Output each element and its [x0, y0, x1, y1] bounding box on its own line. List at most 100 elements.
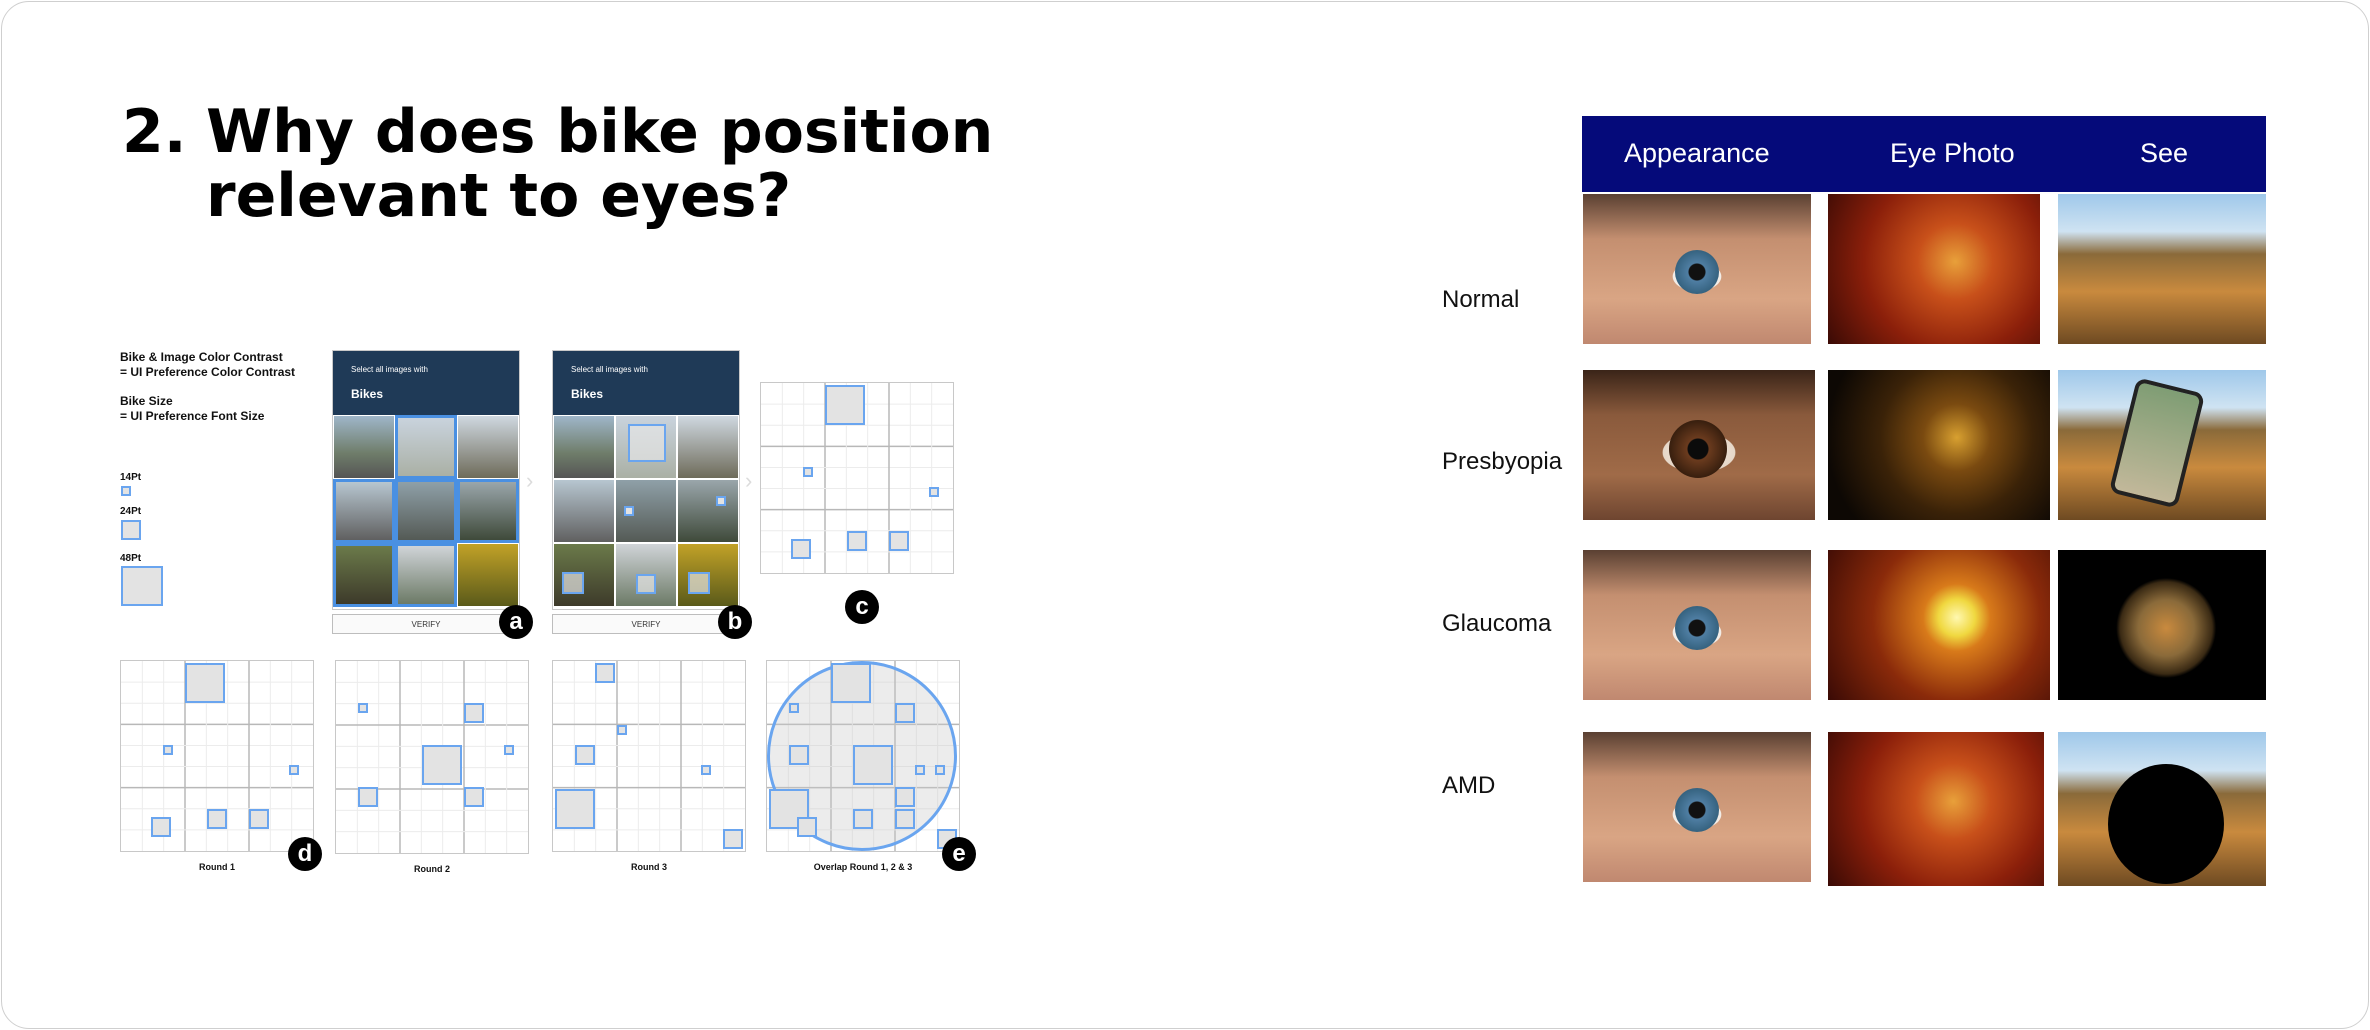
badge-a: a [499, 605, 533, 639]
captcha-tile[interactable] [615, 479, 677, 543]
bike-position-marker [789, 703, 799, 713]
arrow-right-icon: › [526, 468, 534, 493]
glaucoma-eye-appearance-image [1583, 550, 1811, 700]
captcha-tile[interactable] [395, 415, 457, 479]
glaucoma-fundus-image [1828, 550, 2050, 700]
amd-eye-appearance-image [1583, 732, 1811, 882]
title-line-2: relevant to eyes? [206, 161, 792, 231]
bike-position-marker [358, 787, 378, 807]
bike-position-marker [847, 531, 867, 551]
bike-position-marker [825, 385, 865, 425]
round-3-label: Round 3 [631, 862, 667, 872]
bike-position-marker [797, 817, 817, 837]
captcha-tile[interactable] [395, 479, 457, 543]
eye-table-header: Appearance Eye Photo See [1582, 116, 2266, 192]
amd-fundus-image [1828, 732, 2044, 886]
row-label-glaucoma: Glaucoma [1442, 610, 1552, 637]
iris-graphic [1675, 788, 1719, 832]
normal-eye-appearance-image [1583, 194, 1811, 344]
bike-position-marker [151, 817, 171, 837]
bike-position-marker [929, 487, 939, 497]
verify-button-b[interactable]: VERIFY [552, 614, 740, 634]
bike-position-marker [895, 703, 915, 723]
captcha-tile[interactable] [677, 415, 739, 479]
captcha-tile[interactable] [457, 479, 519, 543]
captcha-tile[interactable] [615, 543, 677, 607]
bike-grid-round-3 [552, 660, 746, 852]
badge-e: e [942, 837, 976, 871]
captcha-tile[interactable] [677, 543, 739, 607]
row-label-normal: Normal [1442, 286, 1520, 313]
bike-position-marker [895, 787, 915, 807]
captcha-tile[interactable] [333, 415, 395, 479]
bike-position-marker [358, 703, 368, 713]
bike-position-marker [853, 809, 873, 829]
presbyopia-eye-appearance-image [1583, 370, 1815, 520]
bike-grid-overlap [766, 660, 960, 852]
badge-b: b [718, 605, 752, 639]
size-square-48 [121, 566, 163, 606]
captcha-panel-a: Select all images with Bikes [332, 350, 520, 610]
col-see: See [2140, 138, 2189, 168]
phone-graphic [2108, 377, 2206, 509]
amd-vision-image [2058, 732, 2266, 886]
central-blind-spot-graphic [2108, 764, 2224, 884]
captcha-tile[interactable] [457, 543, 519, 607]
bike-position-marker [889, 531, 909, 551]
arrow-right-icon: › [745, 468, 753, 493]
captcha-tile[interactable] [553, 415, 615, 479]
legend-line-1: Bike & Image Color Contrast [120, 350, 283, 364]
title-number: 2. [122, 97, 187, 167]
bike-position-marker [636, 574, 656, 594]
captcha-header-a: Select all images with Bikes [333, 351, 519, 415]
bike-position-marker [163, 745, 173, 755]
captcha-object-b: Bikes [571, 387, 604, 401]
iris-graphic [1669, 420, 1727, 478]
legend-line-4: = UI Preference Font Size [120, 409, 265, 423]
bike-position-marker [464, 703, 484, 723]
iris-graphic [1675, 250, 1719, 294]
bike-position-marker [935, 765, 945, 775]
captcha-tile[interactable] [553, 479, 615, 543]
bike-position-marker [803, 467, 813, 477]
captcha-tile[interactable] [553, 543, 615, 607]
captcha-tile[interactable] [333, 479, 395, 543]
bike-position-marker [701, 765, 711, 775]
captcha-tile[interactable] [395, 543, 457, 607]
title-line-1: Why does bike position [206, 97, 994, 167]
bike-grid-round-1 [120, 660, 314, 852]
bike-position-marker [185, 663, 225, 703]
size-square-24 [121, 520, 141, 540]
bike-position-marker [504, 745, 514, 755]
badge-d: d [288, 837, 322, 871]
size-label-48: 48Pt [120, 553, 142, 564]
captcha-tile[interactable] [677, 479, 739, 543]
bike-position-marker [853, 745, 893, 785]
captcha-prompt-a: Select all images with [351, 365, 428, 374]
verify-button-a[interactable]: VERIFY [332, 614, 520, 634]
normal-fundus-image [1828, 194, 2040, 344]
round-1-label: Round 1 [199, 862, 235, 872]
captcha-tile[interactable] [333, 543, 395, 607]
bike-position-marker [789, 745, 809, 765]
size-label-14: 14Pt [120, 472, 142, 483]
bike-position-marker [624, 506, 634, 516]
badge-c: c [845, 590, 879, 624]
bike-position-marker [688, 572, 710, 594]
bike-position-marker [464, 787, 484, 807]
bike-grid-round-2 [335, 660, 529, 854]
overlap-label: Overlap Round 1, 2 & 3 [813, 862, 913, 872]
bike-position-marker [575, 745, 595, 765]
bike-position-marker [723, 829, 743, 849]
bike-position-marker [617, 725, 627, 735]
captcha-tile[interactable] [615, 415, 677, 479]
round-2-label: Round 2 [414, 864, 450, 874]
normal-vision-image [2058, 194, 2266, 344]
col-appearance: Appearance [1624, 138, 1770, 168]
captcha-tile[interactable] [457, 415, 519, 479]
captcha-panel-b: Select all images with Bikes [552, 350, 740, 610]
bike-position-marker [422, 745, 462, 785]
legend-font-size: Bike Size = UI Preference Font Size [120, 394, 264, 424]
slide-title: 2. Why does bike position relevant to ey… [122, 100, 993, 228]
